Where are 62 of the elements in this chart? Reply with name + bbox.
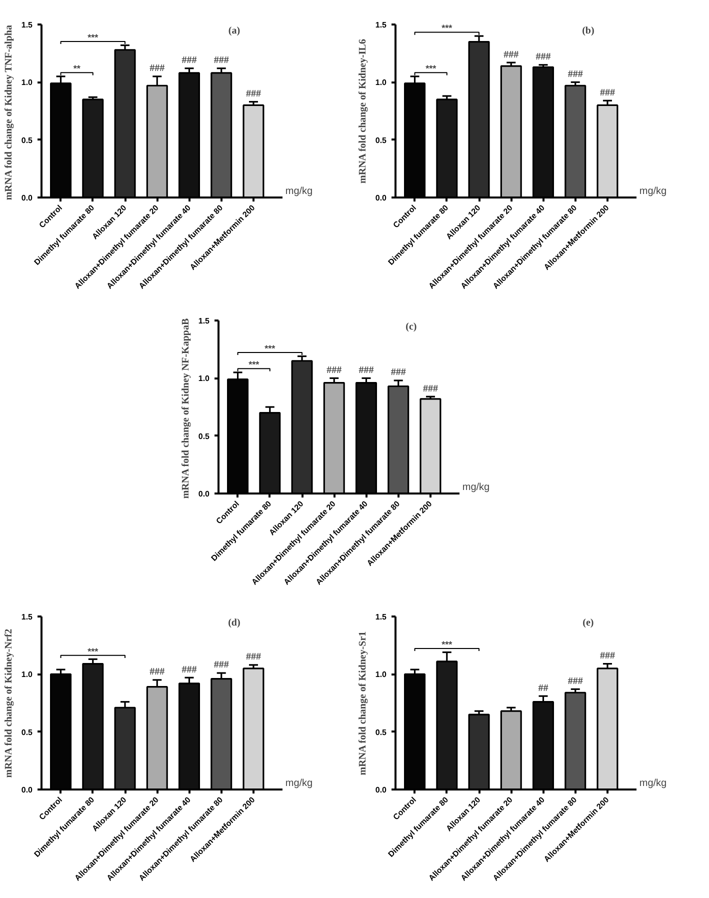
annotation: ### (600, 87, 615, 98)
chart-title: (d) (228, 618, 240, 629)
chart-title: (e) (582, 618, 594, 629)
y-tick-label: 1.0 (21, 670, 34, 680)
y-tick-label: 0.5 (198, 432, 210, 441)
annotation: ### (246, 652, 261, 663)
annotation: ### (150, 63, 165, 74)
y-axis-title: mRNA fold change of Kidney TNF-alpha (3, 25, 14, 200)
text: mg/kg (285, 778, 313, 789)
y-tick-label: 0.0 (375, 194, 388, 202)
annotation: ### (568, 68, 583, 80)
annotation: ### (422, 383, 438, 394)
annotation: *** (426, 64, 437, 74)
annotation: ### (568, 676, 583, 687)
y-tick-label: 0.5 (21, 136, 34, 145)
y-tick-label: 0.0 (375, 786, 388, 794)
y-tick-label: 1.0 (375, 670, 388, 680)
y-tick-label: 0.5 (375, 136, 388, 145)
text: mg/kg (462, 482, 490, 493)
chart-title: (b) (582, 26, 594, 37)
annotation: ### (214, 55, 229, 66)
annotation: ### (182, 55, 197, 66)
y-tick-label: 0.0 (21, 786, 34, 794)
y-tick-label: 1.5 (375, 612, 388, 622)
chart-title: (a) (228, 26, 240, 37)
annotation: ### (358, 364, 374, 376)
y-tick-label: 0.5 (375, 728, 388, 737)
y-axis-title: mRNA fold change of Kidney-Sr1 (357, 631, 368, 776)
text: mg/kg (639, 778, 667, 789)
annotation: *** (88, 646, 99, 656)
annotation: ### (390, 367, 406, 378)
annotation: ### (246, 88, 261, 100)
annotation: *** (442, 23, 453, 34)
y-tick-label: 1.5 (21, 612, 34, 622)
annotation: ## (538, 682, 548, 694)
text: mg/kg (285, 186, 313, 197)
y-tick-label: 1.5 (21, 20, 34, 30)
y-tick-label: 1.0 (21, 78, 34, 88)
y-axis-title: mRNA fold change of Kidney-Nrf2 (3, 628, 14, 778)
annotation: ### (214, 660, 229, 671)
y-tick-label: 1.5 (198, 316, 210, 326)
annotation: ### (504, 49, 519, 60)
y-tick-label: 1.0 (375, 78, 388, 88)
annotation: ### (600, 650, 615, 662)
annotation: *** (248, 360, 260, 370)
y-tick-label: 0.0 (198, 490, 210, 498)
text: mg/kg (639, 186, 667, 197)
y-tick-label: 1.5 (375, 20, 388, 30)
annotation: *** (264, 343, 276, 354)
y-tick-label: 0.0 (21, 194, 34, 202)
annotation: ### (536, 52, 551, 63)
annotation: ### (182, 664, 197, 676)
y-tick-label: 1.0 (198, 374, 210, 384)
annotation: ** (73, 64, 81, 74)
y-axis-title: mRNA fold change of Kidney-IL6 (357, 39, 368, 184)
chart-title: (c) (406, 322, 417, 333)
y-axis-title: mRNA fold change of Kidney NF-KappaB (180, 318, 192, 499)
annotation: *** (442, 639, 453, 650)
y-tick-label: 0.5 (21, 728, 34, 737)
annotation: *** (88, 32, 99, 42)
annotation: ### (326, 364, 342, 376)
annotation: ### (150, 666, 165, 678)
